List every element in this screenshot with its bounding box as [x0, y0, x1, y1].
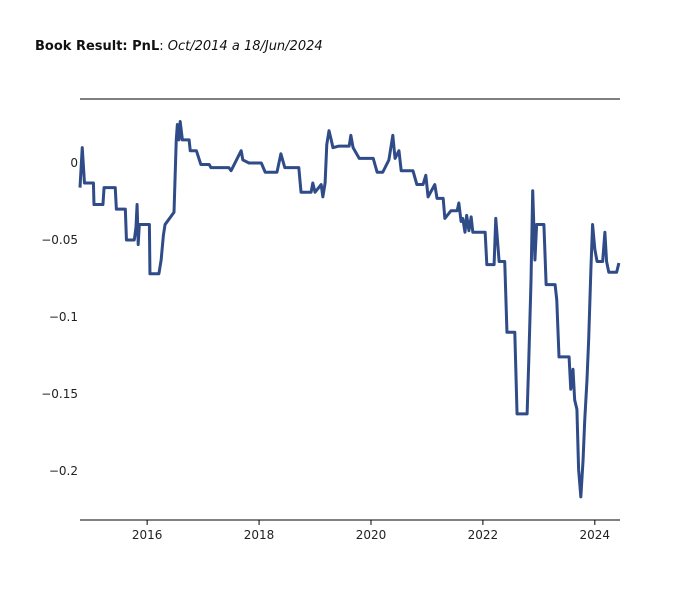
- title-bold: Book Result: PnL: [35, 39, 159, 54]
- y-tick-label: −0.15: [41, 387, 78, 401]
- x-tick-label: 2024: [580, 528, 611, 542]
- x-tick-label: 2018: [244, 528, 275, 542]
- y-tick-label: 0: [70, 156, 78, 170]
- y-tick-label: −0.1: [49, 310, 78, 324]
- x-tick-label: 2022: [468, 528, 499, 542]
- chart-title: Book Result: PnL: Oct/2014 a 18/Jun/2024: [35, 39, 323, 54]
- y-tick-label: −0.05: [41, 233, 78, 247]
- x-tick-label: 2020: [356, 528, 387, 542]
- pnl-line: [78, 119, 621, 499]
- title-separator: :: [159, 39, 163, 54]
- title-italic: Oct/2014 a 18/Jun/2024: [168, 39, 323, 54]
- x-tick-label: 2016: [132, 528, 163, 542]
- y-tick-label: −0.2: [49, 464, 78, 478]
